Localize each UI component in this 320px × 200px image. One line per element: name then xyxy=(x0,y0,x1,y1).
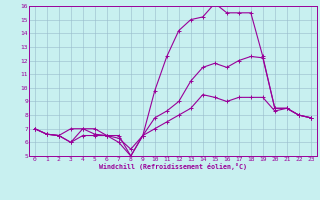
X-axis label: Windchill (Refroidissement éolien,°C): Windchill (Refroidissement éolien,°C) xyxy=(99,163,247,170)
